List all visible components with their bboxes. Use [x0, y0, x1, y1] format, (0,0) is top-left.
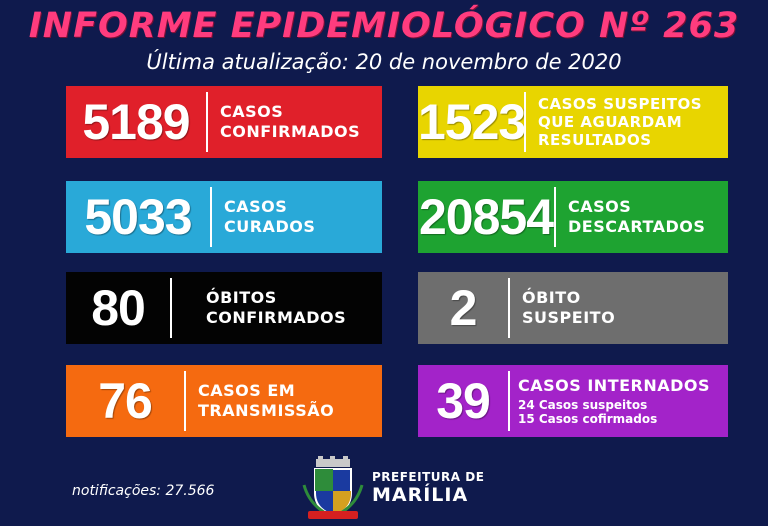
card-hospitalized: 39 CASOS INTERNADOS 24 Casos suspeitos 1…	[418, 365, 728, 437]
pending-value: 1523	[418, 94, 526, 150]
divider	[524, 92, 526, 152]
hospitalized-label: CASOS INTERNADOS 24 Casos suspeitos 15 C…	[518, 376, 711, 426]
confirmed-value: 5189	[82, 94, 190, 150]
hospitalized-confirmed: 15 Casos cofirmados	[518, 412, 658, 426]
last-update: Última atualização: 20 de novembro de 20…	[146, 50, 622, 74]
prefeitura-line2: MARÍLIA	[372, 484, 469, 506]
suspected-death-label: ÓBITO SUSPEITO	[522, 288, 616, 327]
card-deaths: 80 ÓBITOS CONFIRMADOS	[66, 272, 382, 344]
card-suspected-death: 2 ÓBITO SUSPEITO	[418, 272, 728, 344]
card-confirmed: 5189 CASOS CONFIRMADOS	[66, 86, 382, 158]
discarded-value: 20854	[418, 189, 554, 245]
transmission-value: 76	[98, 373, 153, 429]
card-transmission: 76 CASOS EM TRANSMISSÃO	[66, 365, 382, 437]
hospitalized-suspected: 24 Casos suspeitos	[518, 398, 648, 412]
deaths-label: ÓBITOS CONFIRMADOS	[206, 288, 347, 327]
page-title: INFORME EPIDEMIOLÓGICO Nº 263	[28, 6, 740, 46]
card-discarded: 20854 CASOS DESCARTADOS	[418, 181, 728, 253]
card-cured: 5033 CASOS CURADOS	[66, 181, 382, 253]
prefeitura-line1: PREFEITURA DE	[372, 470, 485, 484]
hospitalized-value: 39	[436, 373, 491, 429]
divider	[508, 278, 510, 338]
confirmed-label: CASOS CONFIRMADOS	[220, 102, 361, 141]
notifications-count: notificações: 27.566	[72, 483, 215, 499]
divider	[210, 187, 212, 247]
prefeitura-brand: PREFEITURA DE MARÍLIA	[372, 470, 484, 506]
discarded-label: CASOS DESCARTADOS	[568, 197, 706, 236]
divider	[508, 371, 510, 431]
cured-label: CASOS CURADOS	[224, 197, 316, 236]
coat-of-arms-icon	[302, 456, 364, 519]
transmission-label: CASOS EM TRANSMISSÃO	[198, 381, 335, 420]
cured-value: 5033	[84, 189, 192, 245]
pending-label: CASOS SUSPEITOS QUE AGUARDAM RESULTADOS	[538, 95, 703, 149]
card-pending: 1523 CASOS SUSPEITOS QUE AGUARDAM RESULTAD…	[418, 86, 728, 158]
divider	[184, 371, 186, 431]
suspected-death-value: 2	[449, 280, 478, 336]
divider	[206, 92, 208, 152]
deaths-value: 80	[91, 280, 146, 336]
divider	[170, 278, 172, 338]
divider	[554, 187, 556, 247]
